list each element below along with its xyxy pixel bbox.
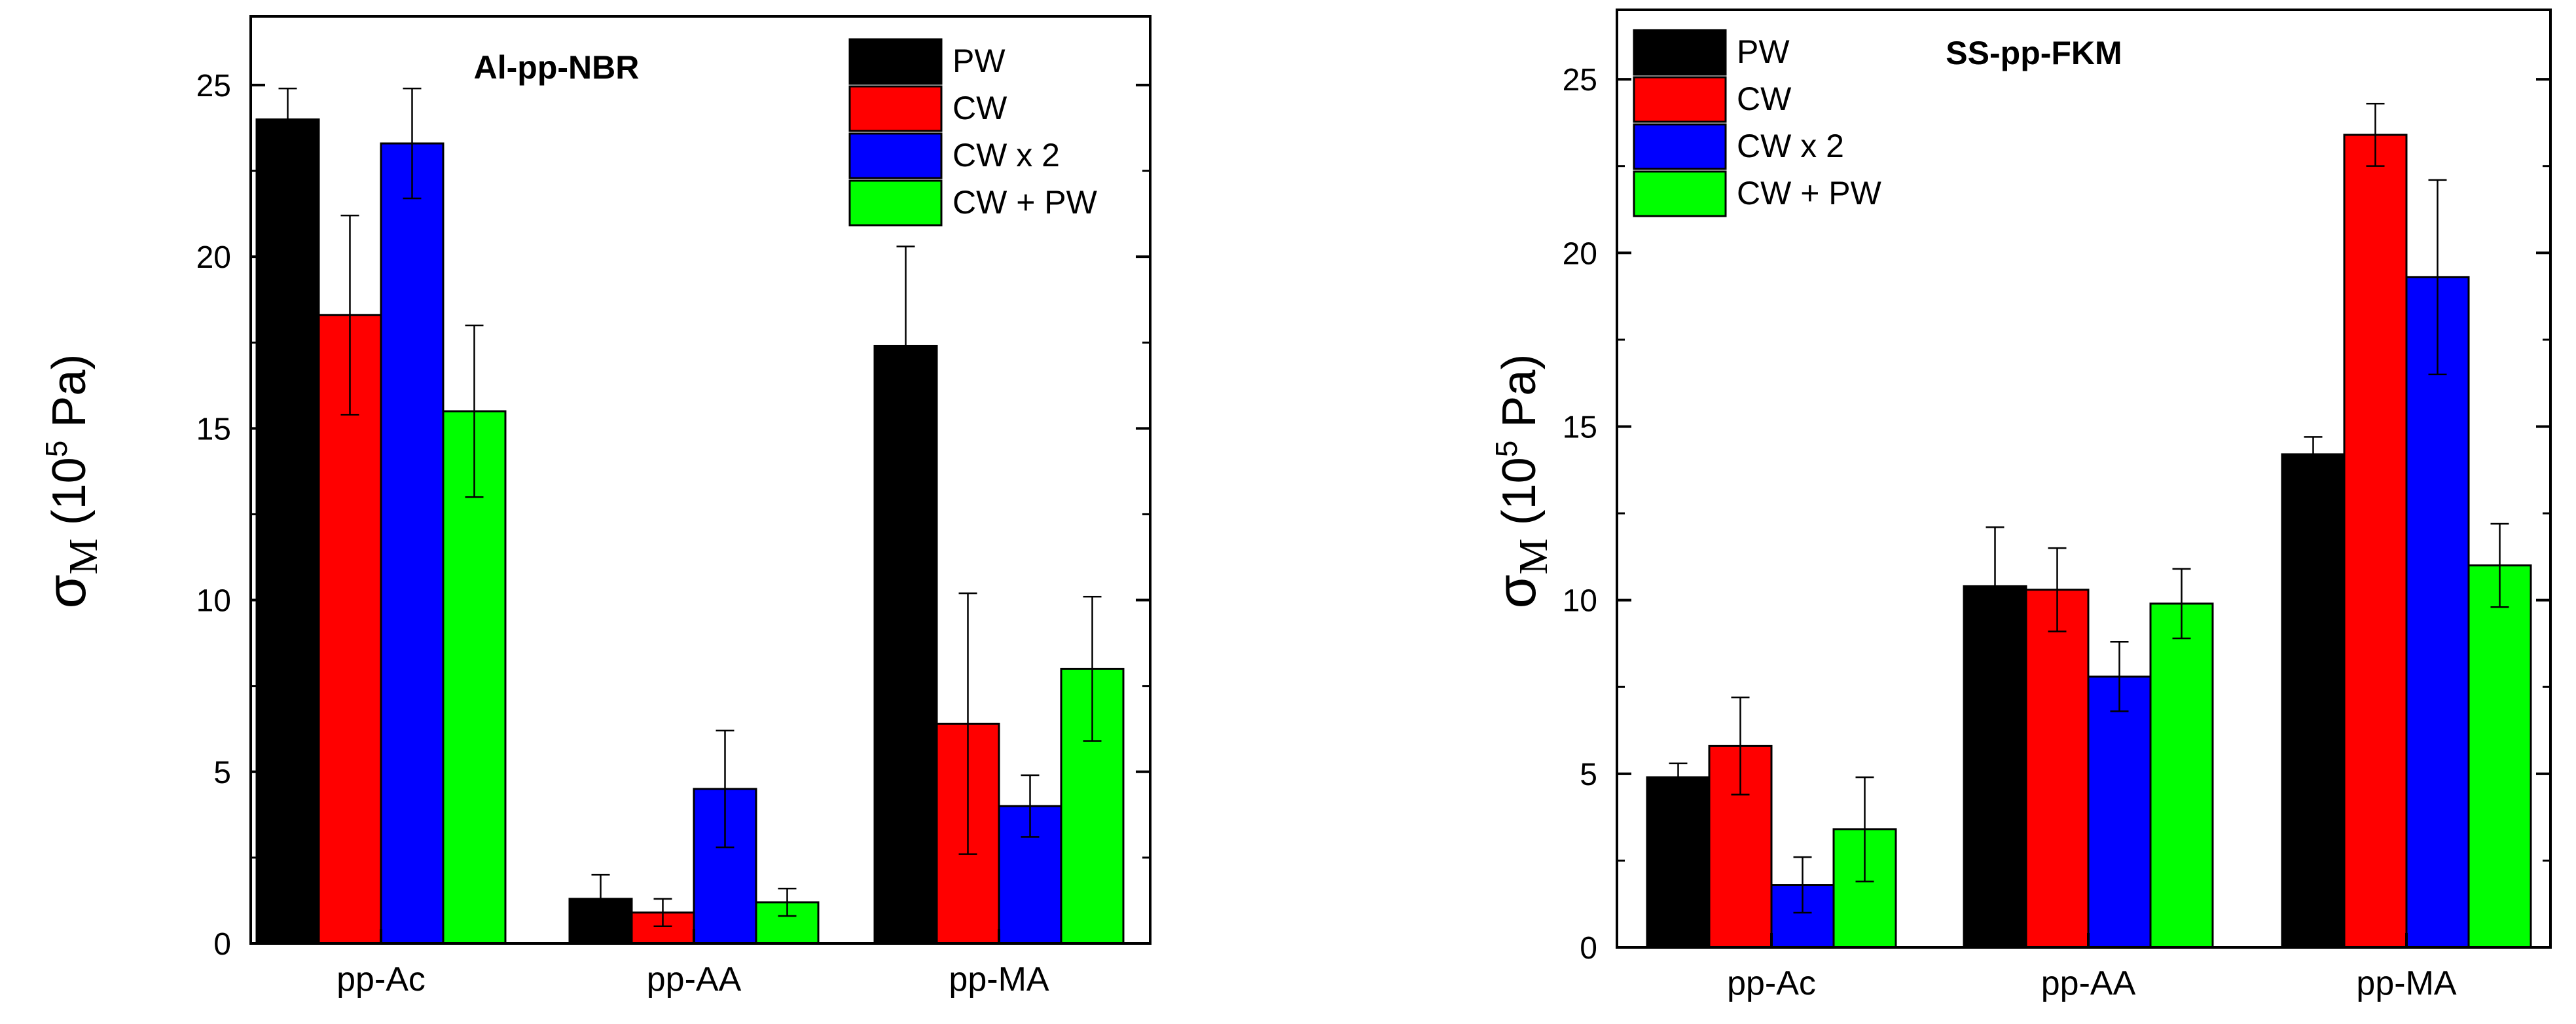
x-tick-label-pp-ma: pp-MA	[949, 960, 1049, 998]
legend-label-cw-x-2: CW x 2	[952, 137, 1060, 174]
bar-pp-ma-cw-x-2	[2405, 276, 2470, 949]
legend-swatch-cw-x-2	[1633, 123, 1727, 170]
y-axis-symbol: σ	[1485, 575, 1547, 609]
y-axis-label: σM (105 Pa)	[35, 354, 106, 609]
bar-pp-ma-cw	[2343, 134, 2408, 949]
bar-pp-ac-pw	[1646, 776, 1711, 949]
bar-pp-aa-cw	[2025, 589, 2090, 949]
x-tick-label-pp-aa: pp-AA	[2041, 964, 2136, 1002]
bar-pp-aa-cw-x-2	[2087, 675, 2152, 949]
y-axis-symbol: σ	[35, 575, 97, 609]
y-axis-unit: (10	[43, 457, 96, 538]
legend-label-cw: CW	[1737, 81, 1792, 117]
x-tick-label-pp-ac: pp-Ac	[336, 960, 426, 998]
y-axis-unit-end: Pa)	[1493, 354, 1546, 441]
y-tick-label: 20	[196, 240, 231, 275]
legend-swatch-pw	[848, 38, 943, 85]
y-tick-label: 0	[213, 927, 231, 962]
y-tick-label: 5	[1580, 758, 1597, 792]
y-axis-exponent: 5	[39, 441, 73, 458]
y-axis-subscript: M	[1512, 538, 1556, 574]
y-tick-label: 25	[1563, 63, 1597, 98]
y-axis-unit: (10	[1493, 457, 1546, 538]
bar-pp-ma-pw	[2281, 453, 2346, 949]
x-tick-label-pp-aa: pp-AA	[647, 960, 742, 998]
y-tick-label: 20	[1563, 236, 1597, 271]
y-tick-label: 15	[1563, 410, 1597, 445]
bar-pp-ac-cw	[317, 314, 382, 945]
legend-label-pw: PW	[952, 43, 1006, 79]
y-tick-label: 5	[213, 756, 231, 790]
chart-title: Al-pp-NBR	[474, 49, 640, 86]
bar-pp-ac-pw	[255, 118, 320, 945]
chart-panel-ss-pp-fkm: 0 5 10 15 20 25 pp-Ac pp-AA pp-MA SS-pp-FKM PW CW CW…	[1485, 9, 2552, 1002]
bar-pp-ma-cw-pw	[2467, 564, 2532, 949]
y-axis-unit-end: Pa)	[43, 354, 96, 441]
legend-label-cw-pw: CW + PW	[952, 184, 1098, 221]
legend-swatch-pw	[1633, 29, 1727, 76]
chart-title: SS-pp-FKM	[1946, 35, 2122, 71]
y-tick-label: 10	[1563, 584, 1597, 619]
legend-swatch-cw-pw	[1633, 170, 1727, 217]
chart-panel-al-pp-nbr: 0 5 10 15 20 25 pp-Ac pp-AA pp-MA Al-pp-NBR PW CW CW…	[35, 15, 1152, 998]
y-tick-label: 0	[1580, 931, 1597, 966]
legend-label-cw: CW	[952, 90, 1007, 126]
legend-label-cw-pw: CW + PW	[1737, 175, 1882, 211]
legend-swatch-cw	[848, 85, 943, 132]
bar-pp-aa-pw	[1963, 585, 2027, 949]
plot-frame	[249, 15, 1152, 945]
y-axis-exponent: 5	[1489, 441, 1523, 458]
x-tick-label-pp-ma: pp-MA	[2356, 964, 2456, 1002]
legend-swatch-cw-x-2	[848, 132, 943, 179]
y-axis-label: σM (105 Pa)	[1485, 354, 1556, 609]
y-tick-label: 25	[196, 69, 231, 103]
legend-swatch-cw	[1633, 76, 1727, 123]
y-tick-label: 15	[196, 412, 231, 447]
bar-pp-aa-cw-pw	[2149, 602, 2214, 949]
plot-frame	[1616, 9, 2552, 949]
legend-label-pw: PW	[1737, 33, 1790, 70]
legend-label-cw-x-2: CW x 2	[1737, 128, 1844, 164]
x-tick-label-pp-ac: pp-Ac	[1727, 964, 1816, 1002]
y-axis-subscript: M	[62, 538, 106, 574]
bar-pp-ac-cw-x-2	[380, 142, 444, 945]
legend-swatch-cw-pw	[848, 179, 943, 227]
y-tick-label: 10	[196, 584, 231, 619]
